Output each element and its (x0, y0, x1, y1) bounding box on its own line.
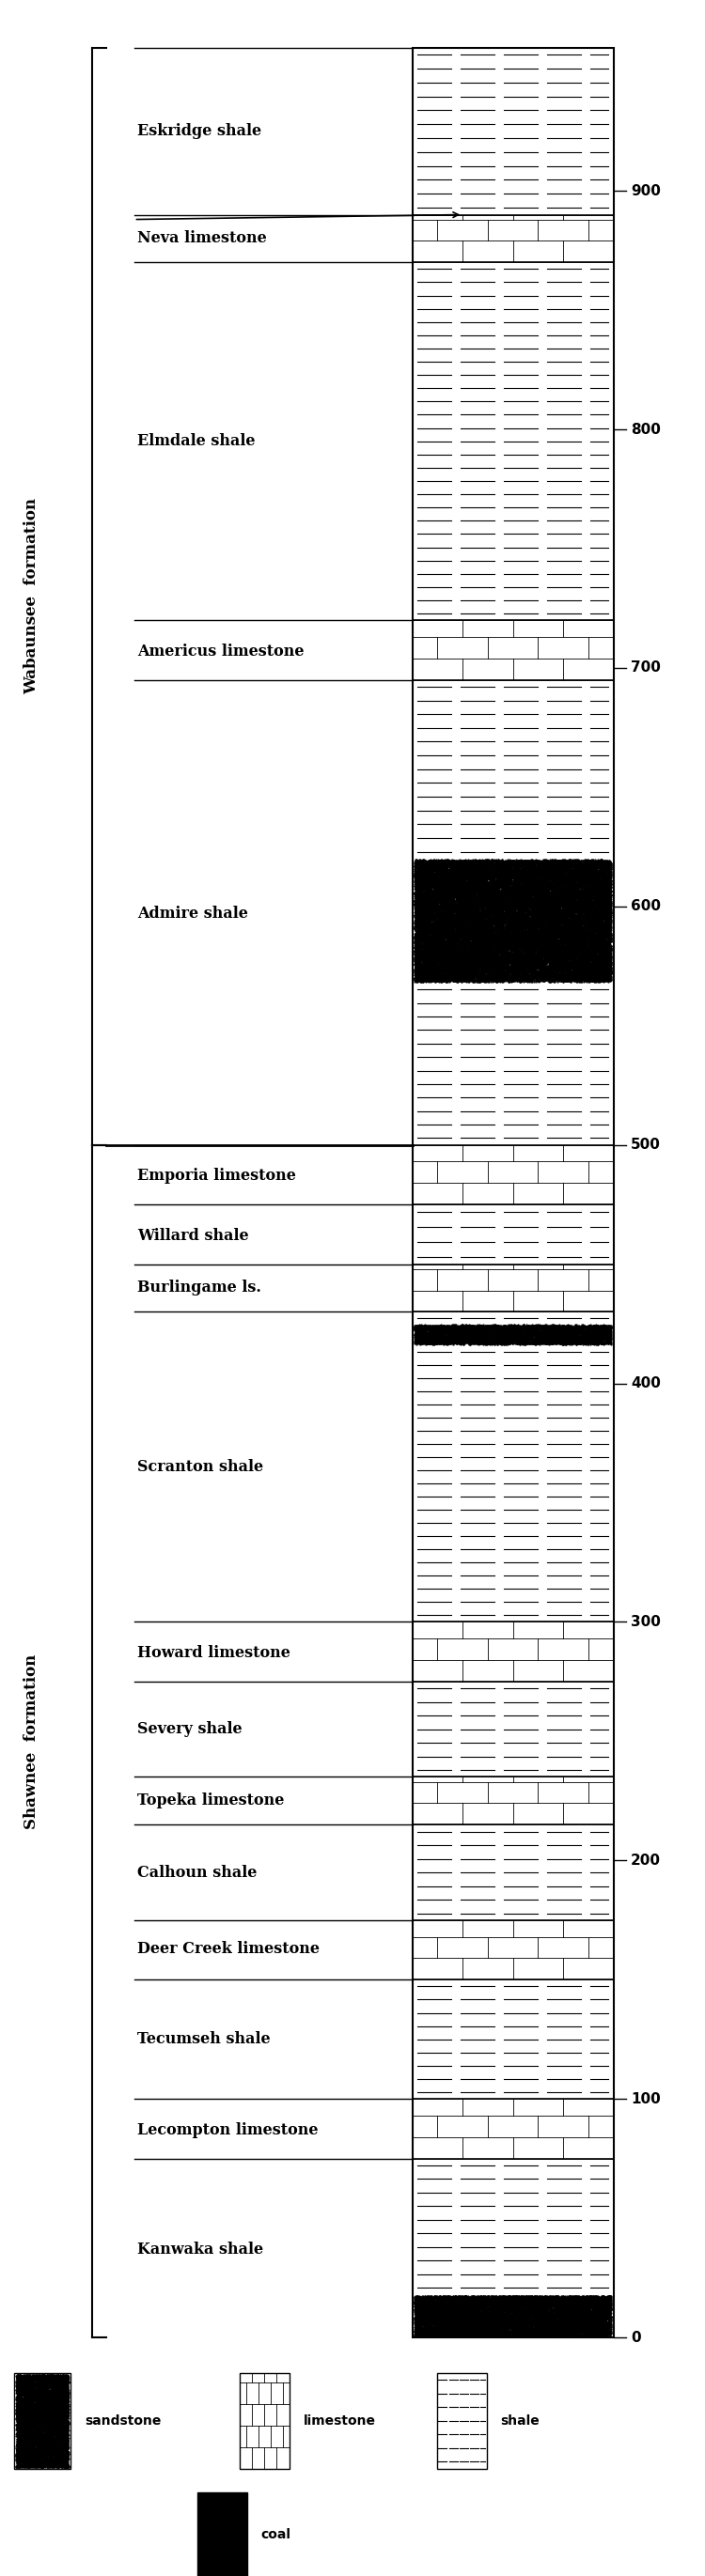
Bar (412, 1623, 613, 1682)
Bar (412, 1311, 613, 1324)
Bar (412, 1324, 613, 1345)
Text: Eskridge shale: Eskridge shale (137, 124, 262, 139)
Text: 900: 900 (631, 183, 661, 198)
Text: Severy shale: Severy shale (137, 1721, 243, 1736)
Bar (240, 2372, 289, 2468)
Bar (14, 2372, 70, 2468)
Text: 700: 700 (631, 662, 661, 675)
Bar (412, 2159, 613, 2295)
Text: Wabaunsee  formation: Wabaunsee formation (24, 497, 39, 696)
Text: Admire shale: Admire shale (137, 907, 248, 922)
Text: Neva limestone: Neva limestone (137, 229, 267, 247)
Bar (412, 981, 613, 1144)
Text: Shawnee  formation: Shawnee formation (24, 1654, 39, 1829)
Text: Deer Creek limestone: Deer Creek limestone (137, 1940, 320, 1958)
Bar (412, 1824, 613, 1919)
Bar (412, 1981, 613, 2099)
Text: 800: 800 (631, 422, 661, 435)
Bar (412, 49, 613, 214)
Text: shale: shale (501, 2414, 540, 2427)
Bar (412, 1265, 613, 1311)
Bar (197, 2494, 247, 2576)
Bar (14, 2372, 70, 2468)
Bar (412, 214, 613, 263)
Text: 100: 100 (631, 2092, 661, 2107)
Text: 300: 300 (631, 1615, 661, 1628)
Bar (412, 680, 613, 858)
Bar (412, 49, 613, 2336)
Text: Emporia limestone: Emporia limestone (137, 1167, 296, 1185)
Text: 200: 200 (631, 1852, 661, 1868)
Bar (412, 1206, 613, 1265)
Text: Americus limestone: Americus limestone (137, 644, 305, 659)
Text: Kanwaka shale: Kanwaka shale (137, 2241, 264, 2257)
Text: Tecumseh shale: Tecumseh shale (137, 2032, 271, 2048)
Bar (412, 1144, 613, 1206)
Text: Scranton shale: Scranton shale (137, 1458, 264, 1476)
Bar (412, 263, 613, 621)
Bar (412, 2099, 613, 2159)
Bar (437, 2372, 486, 2468)
Text: Lecompton limestone: Lecompton limestone (137, 2123, 319, 2138)
Bar (412, 621, 613, 680)
Bar (412, 1345, 613, 1623)
Text: Calhoun shale: Calhoun shale (137, 1865, 257, 1880)
Bar (412, 1919, 613, 1981)
Bar (437, 2372, 486, 2468)
Text: Willard shale: Willard shale (137, 1229, 249, 1244)
Text: 400: 400 (631, 1376, 661, 1391)
Bar (412, 1682, 613, 1777)
Bar (240, 2372, 289, 2468)
Text: 0: 0 (631, 2331, 641, 2344)
Text: Topeka limestone: Topeka limestone (137, 1793, 284, 1808)
Text: limestone: limestone (303, 2414, 376, 2427)
Text: coal: coal (261, 2527, 291, 2540)
Bar (412, 1777, 613, 1824)
Text: Howard limestone: Howard limestone (137, 1646, 290, 1662)
Bar (412, 858, 613, 981)
Bar (412, 2295, 613, 2336)
Text: 500: 500 (631, 1139, 661, 1151)
Text: Burlingame ls.: Burlingame ls. (137, 1280, 262, 1296)
Text: sandstone: sandstone (85, 2414, 161, 2427)
Text: Elmdale shale: Elmdale shale (137, 433, 255, 448)
Bar (197, 2494, 247, 2576)
Text: 600: 600 (631, 899, 661, 914)
